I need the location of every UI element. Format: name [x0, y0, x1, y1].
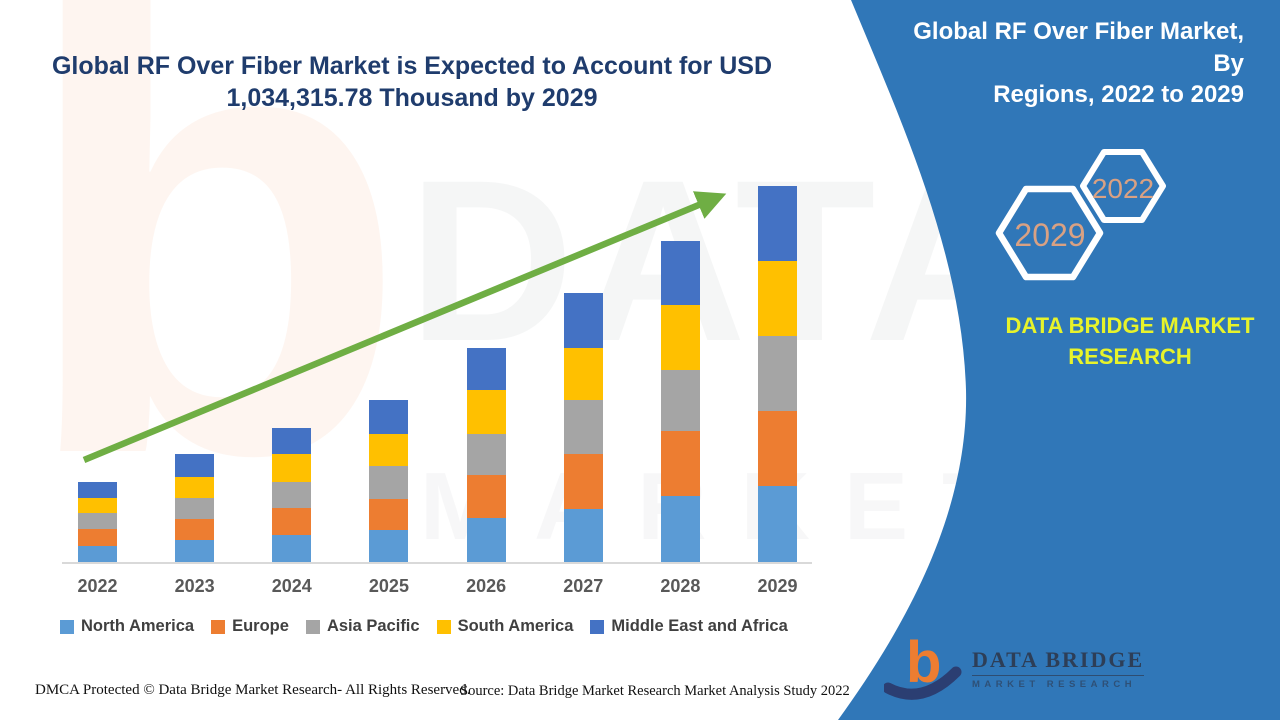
bar-segment-north-america [175, 540, 215, 562]
bar-segment-europe [175, 519, 215, 541]
blue-panel-shape [838, 0, 1280, 720]
bar-segment-europe [78, 529, 117, 547]
panel-heading: Global RF Over Fiber Market, By Regions,… [884, 16, 1244, 111]
bar-segment-asia-pacific [78, 513, 117, 530]
legend-label: Asia Pacific [326, 617, 420, 635]
panel-heading-line1: Global RF Over Fiber Market, By [913, 18, 1244, 77]
hexagon-2022-label: 2022 [1092, 173, 1154, 204]
x-axis-label-2025: 2025 [368, 576, 409, 596]
bar-segment-asia-pacific [369, 466, 409, 500]
bar-segment-europe [369, 499, 409, 531]
bar-segment-europe [466, 475, 506, 519]
x-axis-label-2023: 2023 [174, 576, 215, 596]
bar-segment-europe [758, 411, 798, 486]
bar-segment-north-america [369, 530, 409, 562]
hexagon-2022 [1080, 149, 1166, 223]
legend-swatch [60, 619, 74, 634]
stacked-bar-2022 [78, 482, 117, 562]
bar-segment-asia-pacific [175, 498, 215, 520]
page-title-line1: Global RF Over Fiber Market is Expected … [51, 52, 773, 80]
x-axis-label-2027: 2027 [563, 576, 604, 596]
brand-text-line1: DATA BRIDGE MARKET [1005, 313, 1255, 338]
legend-item-asia-pacific: Asia Pacific [305, 617, 420, 636]
bar-segment-north-america [466, 518, 506, 562]
legend-item-south-america: South America [436, 617, 574, 636]
bar-segment-north-america [78, 546, 117, 562]
legend-swatch [590, 619, 605, 634]
chart-legend: North America Europe Asia Pacific South Ame… [60, 617, 788, 636]
page-title: Global RF Over Fiber Market is Expected … [40, 50, 784, 114]
legend-label: South America [457, 617, 574, 635]
legend-item-middle-east-and-africa: Middle East and Africa [590, 617, 788, 636]
stacked-bar-2029 [758, 186, 798, 562]
hexagon-2029-label: 2029 [1014, 217, 1085, 253]
logo-text: DATA BRIDGE MARKET RESEARCH [972, 647, 1145, 690]
logo-swoosh [884, 666, 962, 700]
bar-segment-middle-east-and-africa [758, 186, 798, 262]
bar-segment-south-america [758, 261, 798, 337]
x-axis-label-2029: 2029 [757, 576, 798, 596]
bar-segment-north-america [660, 495, 700, 562]
brand-text: DATA BRIDGE MARKET RESEARCH [990, 310, 1270, 372]
x-axis-label-2026: 2026 [466, 576, 507, 596]
brand-text-line2: RESEARCH [1068, 344, 1192, 370]
x-axis-baseline [62, 562, 812, 564]
legend-label: Middle East and Africa [611, 617, 788, 635]
legend-swatch [436, 619, 451, 634]
data-bridge-logo-mark: b [884, 632, 962, 700]
page-title-line2: 1,034,315.78 Thousand by 2029 [226, 84, 598, 112]
legend-swatch [211, 619, 226, 634]
x-axis-label-2024: 2024 [271, 576, 312, 596]
bar-segment-asia-pacific [758, 336, 798, 412]
bar-segment-north-america [563, 509, 603, 562]
bar-segment-europe [563, 454, 603, 509]
logo-text-primary: DATA BRIDGE [972, 647, 1145, 676]
legend-label: North America [81, 617, 195, 635]
bar-segment-north-america [758, 486, 798, 562]
footer-copyright: DMCA Protected © Data Bridge Market Rese… [35, 682, 471, 698]
data-bridge-logo: b DATA BRIDGE MARKET RESEARCH [884, 632, 1145, 704]
hexagon-2029 [995, 185, 1104, 281]
x-axis-label-2028: 2028 [660, 576, 701, 596]
bar-segment-asia-pacific [272, 482, 312, 508]
bar-segment-south-america [78, 498, 117, 514]
bar-segment-south-america [175, 477, 215, 499]
legend-label: Europe [232, 617, 289, 635]
bar-segment-middle-east-and-africa [78, 482, 117, 499]
panel-heading-line2: Regions, 2022 to 2029 [993, 81, 1244, 109]
bar-segment-europe [272, 508, 312, 535]
legend-item-north-america: North America [60, 617, 194, 636]
legend-swatch [305, 619, 320, 634]
x-axis-label-2022: 2022 [77, 576, 118, 596]
stacked-bar-2023 [175, 454, 215, 562]
footer-source: Source: Data Bridge Market Research Mark… [460, 683, 850, 699]
logo-text-secondary: MARKET RESEARCH [972, 678, 1137, 690]
bar-segment-north-america [272, 535, 312, 562]
legend-item-europe: Europe [211, 617, 289, 636]
